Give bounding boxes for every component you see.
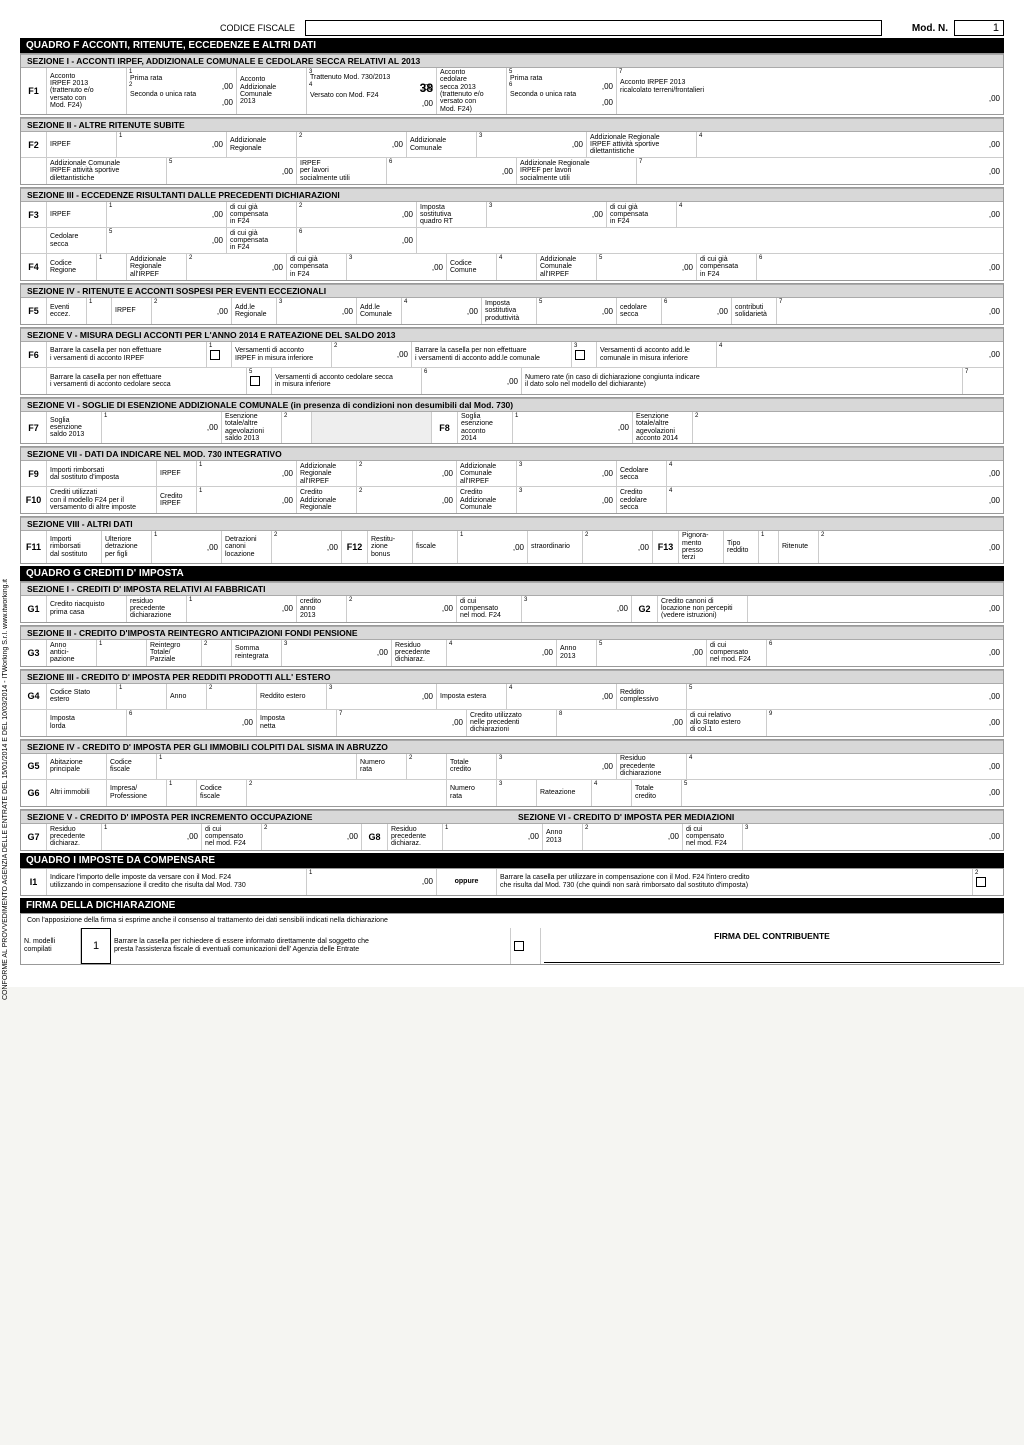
firma-block: Con l'apposizione della firma si esprime… — [20, 913, 1004, 965]
cf-label: CODICE FISCALE — [220, 23, 295, 33]
modn-label: Mod. N. — [912, 23, 948, 34]
sez-f9-f10: SEZIONE VII - DATI DA INDICARE NEL MOD. … — [20, 446, 1004, 514]
signature-line[interactable] — [544, 943, 1000, 963]
sez-g3: SEZIONE II - CREDITO D'IMPOSTA REINTEGRO… — [20, 625, 1004, 667]
sez-g1: SEZIONE I - CREDITI D' IMPOSTA RELATIVI … — [20, 581, 1004, 623]
sez-f11-f13: SEZIONE VIII - ALTRI DATI F11 Importirim… — [20, 516, 1004, 563]
checkbox[interactable] — [250, 376, 260, 386]
checkbox[interactable] — [575, 350, 585, 360]
sezf1-title: SEZIONE I - ACCONTI IRPEF, ADDIZIONALE C… — [21, 54, 1003, 68]
sez-f3-f4: SEZIONE III - ECCEDENZE RISULTANTI DALLE… — [20, 187, 1004, 281]
page: CODICE FISCALE Mod. N. 1 QUADRO F ACCONT… — [0, 0, 1024, 987]
sez-f2: SEZIONE II - ALTRE RITENUTE SUBITE F2 IR… — [20, 117, 1004, 185]
sez-f5: SEZIONE IV - RITENUTE E ACCONTI SOSPESI … — [20, 283, 1004, 325]
modn-box: 1 — [954, 20, 1004, 36]
side-text: CONFORME AL PROVVEDIMENTO AGENZIA DELLE … — [2, 400, 9, 1000]
sez-i1: I1 Indicare l'importo delle imposte da v… — [20, 868, 1004, 896]
sezf2-title: SEZIONE II - ALTRE RITENUTE SUBITE — [21, 118, 1003, 132]
cf-box[interactable] — [305, 20, 882, 36]
quadro-i-title: QUADRO I IMPOSTE DA COMPENSARE — [20, 853, 1004, 868]
sez-f7-f8: SEZIONE VI - SOGLIE DI ESENZIONE ADDIZIO… — [20, 397, 1004, 444]
sez-f6: SEZIONE V - MISURA DEGLI ACCONTI PER L'A… — [20, 327, 1004, 395]
code-f1: F1 — [21, 68, 47, 114]
checkbox[interactable] — [210, 350, 220, 360]
sez-g7-g8: SEZIONE V - CREDITO D' IMPOSTA PER INCRE… — [20, 809, 1004, 851]
checkbox[interactable] — [976, 877, 986, 887]
checkbox[interactable] — [514, 941, 524, 951]
sig-label: FIRMA DEL CONTRIBUENTE — [544, 931, 1000, 941]
sez-g4: SEZIONE III - CREDITO D' IMPOSTA PER RED… — [20, 669, 1004, 737]
quadro-g-title: QUADRO G CREDITI D' IMPOSTA — [20, 566, 1004, 581]
firma-title: FIRMA DELLA DICHIARAZIONE — [20, 898, 1004, 913]
sez-g5-g6: SEZIONE IV - CREDITO D' IMPOSTA PER GLI … — [20, 739, 1004, 807]
n-modelli-value: 1 — [81, 928, 111, 964]
sez-f1: SEZIONE I - ACCONTI IRPEF, ADDIZIONALE C… — [20, 53, 1004, 115]
code-f2: F2 — [21, 132, 47, 157]
quadro-f-title: QUADRO F ACCONTI, RITENUTE, ECCEDENZE E … — [20, 38, 1004, 53]
header: CODICE FISCALE Mod. N. 1 — [20, 20, 1004, 36]
